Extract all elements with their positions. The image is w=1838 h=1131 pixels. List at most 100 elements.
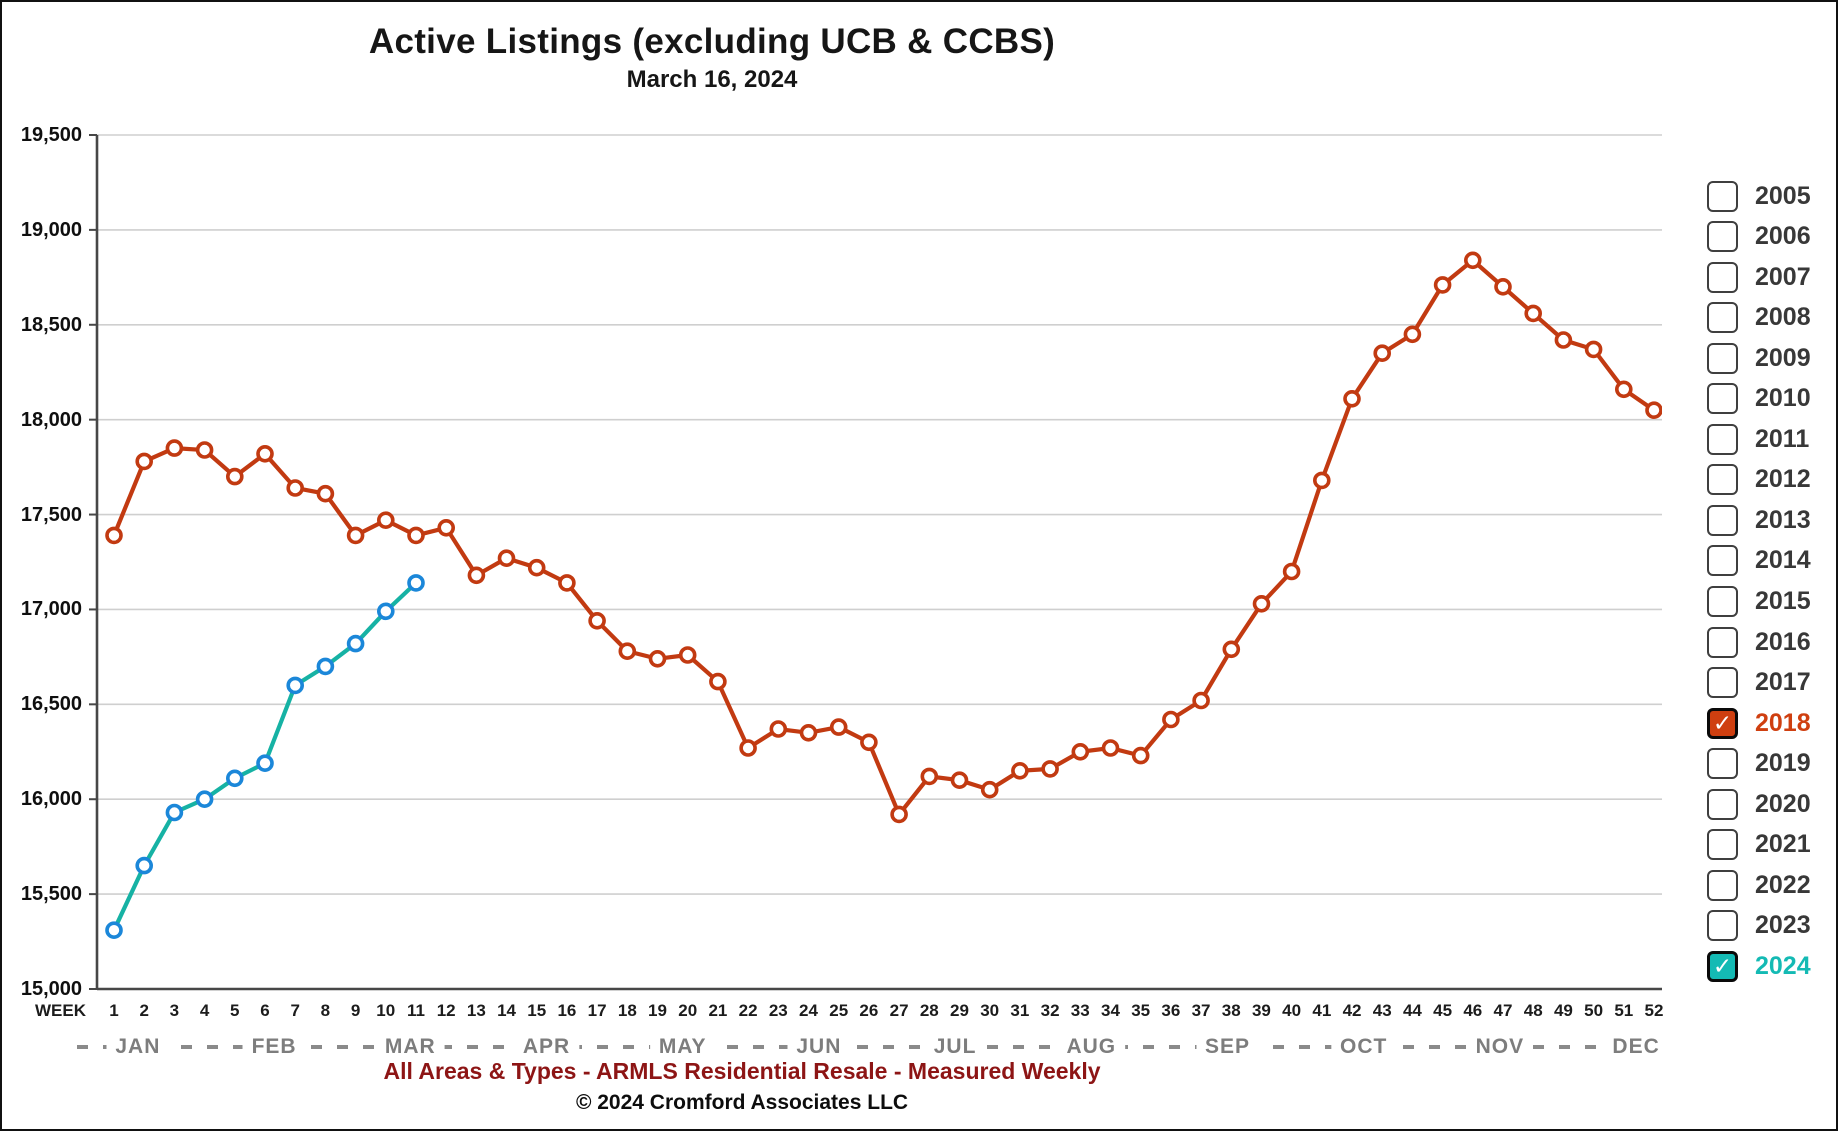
- data-point-2018: [1433, 276, 1452, 294]
- week-number-label: 45: [1433, 1001, 1453, 1020]
- year-checkbox-2015[interactable]: [1707, 586, 1738, 617]
- week-number-label: 9: [350, 1001, 361, 1020]
- legend-row-2021: 2021: [1707, 829, 1811, 861]
- chart-subtitle: March 16, 2024: [626, 66, 798, 93]
- data-point-2018: [709, 672, 727, 691]
- legend-row-2019: 2019: [1707, 748, 1811, 780]
- year-checkbox-2007[interactable]: [1707, 261, 1738, 293]
- week-number-label: 37: [1191, 1001, 1211, 1020]
- month-label-oct: OCT: [1331, 1032, 1397, 1062]
- data-point-2018: [618, 642, 637, 661]
- week-number-label: 48: [1523, 1001, 1543, 1020]
- week-number-label: 22: [738, 1001, 758, 1020]
- year-label-2018[interactable]: 2018: [1755, 708, 1811, 737]
- year-label-2015[interactable]: 2015: [1755, 587, 1811, 615]
- year-checkbox-2011[interactable]: [1707, 423, 1738, 455]
- data-point-2018: [1222, 640, 1241, 659]
- data-point-2018: [316, 484, 335, 503]
- data-point-2018: [1524, 304, 1542, 323]
- year-label-2006[interactable]: 2006: [1755, 222, 1811, 251]
- year-label-2020[interactable]: 2020: [1755, 789, 1811, 818]
- year-checkbox-2016[interactable]: [1707, 626, 1738, 658]
- legend-row-2014: 2014: [1707, 545, 1811, 577]
- year-checkbox-2019[interactable]: [1707, 748, 1738, 780]
- year-checkbox-2017[interactable]: [1707, 667, 1738, 699]
- legend-row-2012: 2012: [1707, 464, 1811, 496]
- year-checkbox-2010[interactable]: [1707, 383, 1738, 415]
- y-tick-label: 15,000: [20, 978, 82, 1000]
- month-label-sep: SEP: [1195, 1032, 1260, 1062]
- legend-row-2022: 2022: [1707, 869, 1811, 901]
- week-number-label: 14: [497, 1001, 516, 1020]
- year-checkbox-2009[interactable]: [1707, 342, 1738, 374]
- data-point-2018: [558, 574, 576, 592]
- data-point-2018: [407, 526, 425, 545]
- year-label-2016[interactable]: 2016: [1755, 627, 1811, 656]
- data-point-2018: [1554, 331, 1573, 349]
- data-point-2018: [346, 526, 365, 545]
- week-number-label: 12: [436, 1001, 456, 1020]
- data-point-2018: [256, 444, 274, 463]
- week-number-label: 31: [1010, 1001, 1030, 1020]
- series-line-2018: [112, 257, 1656, 819]
- year-label-2023[interactable]: 2023: [1755, 911, 1811, 940]
- data-point-2018: [1343, 389, 1361, 408]
- year-label-2021[interactable]: 2021: [1755, 830, 1811, 859]
- year-label-2011[interactable]: 2011: [1755, 424, 1810, 453]
- data-point-2018: [920, 767, 939, 786]
- week-number-label: 43: [1372, 1001, 1392, 1020]
- data-point-2018: [527, 558, 546, 577]
- week-number-label: 13: [466, 1001, 486, 1020]
- data-point-2018: [950, 771, 969, 790]
- data-point-2018: [165, 439, 184, 457]
- month-dash-line: [77, 1045, 1662, 1049]
- checkmark-icon: ✓: [1712, 952, 1733, 979]
- week-number-label: 49: [1553, 1001, 1573, 1020]
- y-tick-label: 17,000: [20, 598, 82, 621]
- data-point-2024: [286, 676, 304, 695]
- data-point-2018: [980, 780, 999, 799]
- year-checkbox-2018[interactable]: ✓: [1707, 707, 1738, 739]
- data-point-2018: [1615, 380, 1633, 399]
- year-label-2005[interactable]: 2005: [1755, 181, 1811, 210]
- y-tick-label: 15,500: [20, 883, 82, 906]
- year-checkbox-2012[interactable]: [1707, 464, 1738, 496]
- data-point-2018: [769, 720, 788, 738]
- data-point-2024: [105, 921, 123, 940]
- data-point-2018: [739, 739, 757, 757]
- data-point-2018: [1101, 739, 1120, 757]
- year-checkbox-2014[interactable]: [1707, 545, 1738, 577]
- year-label-2007[interactable]: 2007: [1755, 262, 1811, 291]
- year-label-2022[interactable]: 2022: [1755, 870, 1811, 899]
- year-label-2017[interactable]: 2017: [1755, 668, 1811, 697]
- year-label-2010[interactable]: 2010: [1755, 384, 1811, 413]
- year-label-2013[interactable]: 2013: [1755, 505, 1811, 534]
- year-checkbox-2022[interactable]: [1707, 869, 1738, 901]
- year-label-2024[interactable]: 2024: [1755, 951, 1811, 980]
- legend-row-2013: 2013: [1707, 504, 1811, 536]
- year-checkbox-2006[interactable]: [1707, 221, 1738, 253]
- legend-row-2020: 2020: [1707, 788, 1811, 820]
- week-number-label: 10: [376, 1001, 396, 1020]
- data-point-2018: [1041, 760, 1059, 778]
- year-label-2008[interactable]: 2008: [1755, 303, 1811, 332]
- year-label-2012[interactable]: 2012: [1755, 465, 1811, 494]
- year-checkbox-2021[interactable]: [1707, 829, 1738, 861]
- year-label-2019[interactable]: 2019: [1755, 749, 1811, 778]
- week-number-label: 38: [1221, 1001, 1241, 1020]
- data-point-2018: [648, 649, 667, 668]
- data-point-2024: [376, 602, 395, 621]
- week-number-label: 50: [1584, 1001, 1604, 1020]
- data-point-2018: [799, 723, 818, 742]
- year-checkbox-2024[interactable]: ✓: [1707, 950, 1738, 982]
- week-number-label: 15: [527, 1001, 547, 1020]
- year-checkbox-2013[interactable]: [1707, 504, 1738, 536]
- year-checkbox-2008[interactable]: [1707, 302, 1738, 334]
- year-checkbox-2023[interactable]: [1707, 910, 1738, 942]
- year-checkbox-2020[interactable]: [1707, 788, 1738, 820]
- year-label-2014[interactable]: 2014: [1755, 546, 1811, 575]
- week-number-label: 1: [109, 1001, 119, 1020]
- year-label-2009[interactable]: 2009: [1755, 343, 1811, 372]
- year-checkbox-2005[interactable]: [1707, 180, 1738, 212]
